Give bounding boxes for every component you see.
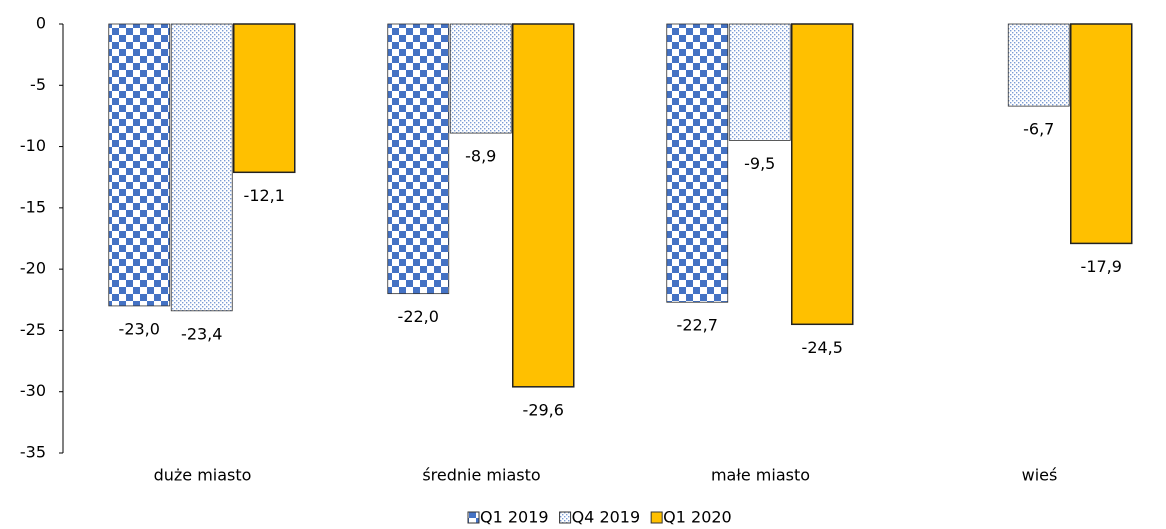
- bar: [791, 23, 854, 326]
- value-label: -17,9: [1081, 257, 1122, 276]
- value-label: -12,1: [244, 186, 285, 205]
- x-tick-label: wieś: [1022, 466, 1058, 485]
- value-label: -23,4: [181, 324, 222, 343]
- value-label: -22,0: [398, 307, 439, 326]
- bar: [170, 23, 233, 312]
- bar: [233, 23, 296, 174]
- legend-swatch: [559, 511, 572, 524]
- value-label: -9,5: [744, 154, 775, 173]
- bar: [387, 23, 450, 295]
- bar: [728, 23, 791, 141]
- x-tick-label: małe miasto: [711, 466, 810, 485]
- legend-swatch: [467, 511, 480, 524]
- bar: [512, 23, 575, 388]
- legend-label: Q1 2019: [480, 508, 549, 527]
- y-tick-label: -20: [20, 259, 46, 278]
- value-label: -6,7: [1023, 120, 1054, 139]
- y-tick-label: 0: [36, 14, 46, 33]
- y-tick-label: -15: [20, 197, 46, 216]
- value-label: -24,5: [802, 338, 843, 357]
- value-label: -23,0: [119, 319, 160, 338]
- legend-swatch: [650, 511, 663, 524]
- bar: [108, 23, 171, 307]
- y-tick-label: -5: [30, 75, 46, 94]
- y-tick-label: -25: [20, 320, 46, 339]
- bar: [449, 23, 512, 134]
- legend-label: Q1 2020: [663, 508, 732, 527]
- x-tick-label: duże miasto: [154, 466, 252, 485]
- x-tick-label: średnie miasto: [422, 466, 540, 485]
- y-tick-label: -30: [20, 381, 46, 400]
- legend-label: Q4 2019: [572, 508, 641, 527]
- bar: [666, 23, 729, 303]
- value-label: -8,9: [465, 147, 496, 166]
- bar: [1007, 23, 1070, 107]
- value-label: -22,7: [677, 316, 718, 335]
- value-label: -29,6: [523, 400, 564, 419]
- y-tick-label: -35: [20, 443, 46, 462]
- bar: [1070, 23, 1133, 245]
- y-tick-label: -10: [20, 136, 46, 155]
